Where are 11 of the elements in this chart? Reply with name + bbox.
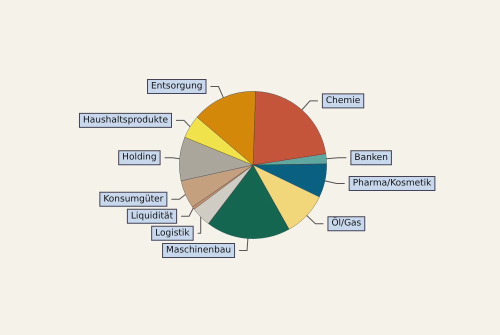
slice-label: Haushaltsprodukte [82,115,168,126]
slice-label: Logistik [155,228,190,238]
slice-label: Maschinenbau [166,245,232,256]
slice-label: Konsumgüter [103,194,164,204]
slice-label: Liquidität [130,211,174,222]
slice-label: Öl/Gas [331,216,362,229]
slice-label: Entsorgung [151,82,202,92]
slice-label: Pharma/Kosmetik [352,178,432,188]
slice-label: Chemie [326,96,361,106]
slice-label: Holding [122,152,157,163]
slice-label: Banken [354,152,388,163]
